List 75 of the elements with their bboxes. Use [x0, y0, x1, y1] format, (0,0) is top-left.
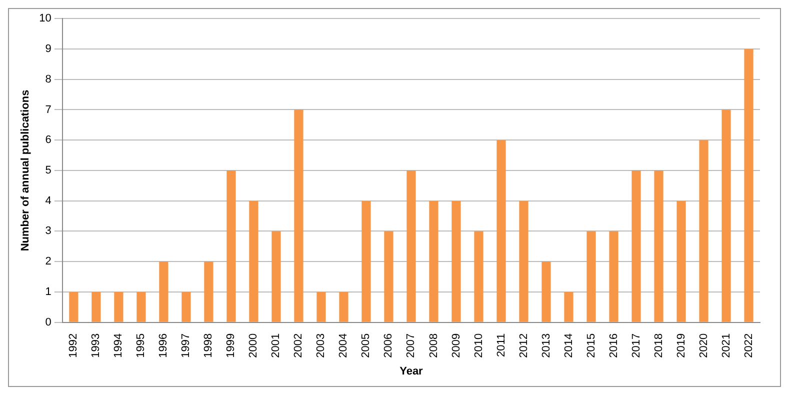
bar	[114, 292, 124, 322]
bar	[249, 200, 258, 322]
bar	[744, 48, 754, 322]
y-tick-label: 6	[45, 134, 52, 146]
bar	[699, 140, 708, 322]
y-axis-title: Number of annual publications	[20, 90, 32, 252]
bar	[452, 200, 461, 322]
bar	[316, 292, 326, 322]
bar	[182, 292, 191, 322]
bar	[496, 140, 506, 322]
x-tick-label: 2011	[495, 333, 508, 357]
x-tick-label: 2007	[405, 333, 418, 358]
x-tick-label: 2010	[472, 333, 485, 358]
x-tick-label: 2019	[675, 333, 688, 358]
bar	[609, 231, 618, 322]
x-tick-label: 1992	[68, 333, 80, 358]
bar	[362, 200, 371, 322]
bar	[722, 110, 731, 322]
x-tick-label: 1997	[180, 333, 192, 358]
x-tick-label: 1996	[158, 333, 170, 358]
x-tick-label: 2001	[270, 333, 282, 358]
x-tick-label: 2004	[338, 333, 350, 358]
x-tick-label: 1994	[112, 333, 125, 358]
bar	[339, 292, 348, 322]
bar	[429, 200, 438, 322]
y-tick-label: 0	[45, 316, 52, 328]
bar	[294, 110, 304, 322]
x-tick-label: 2015	[585, 333, 598, 358]
bar	[676, 200, 686, 322]
bar	[136, 292, 146, 322]
bar	[92, 292, 101, 322]
y-tick-label: 3	[45, 225, 52, 238]
bar	[542, 262, 551, 322]
x-axis-title: Year	[400, 365, 424, 378]
x-tick-label: 1999	[225, 333, 238, 358]
x-tick-label: 1995	[135, 333, 148, 358]
x-tick-label: 2017	[630, 333, 642, 358]
y-tick-label: 2	[45, 256, 52, 268]
bar	[384, 231, 394, 322]
x-tick-label: 2012	[518, 333, 530, 358]
x-tick-label: 2008	[428, 333, 440, 358]
x-tick-label: 2005	[360, 333, 372, 358]
y-tick-label: 9	[45, 43, 52, 56]
bar	[406, 170, 416, 322]
y-tick-label: 10	[39, 12, 52, 25]
x-tick-label: 2000	[248, 333, 260, 358]
bar	[586, 231, 596, 322]
x-tick-label: 2020	[698, 333, 710, 358]
x-tick-label: 2018	[652, 333, 665, 358]
bar	[159, 262, 168, 322]
y-tick-label: 8	[45, 73, 52, 86]
x-tick-label: 2022	[742, 333, 755, 358]
x-tick-label: 2016	[608, 333, 620, 358]
x-tick-label: 1998	[202, 333, 215, 358]
bar	[632, 170, 641, 322]
x-tick-label: 2014	[562, 333, 575, 358]
bar	[564, 292, 574, 322]
bar	[272, 231, 281, 322]
bar	[474, 231, 484, 322]
y-tick-label: 4	[45, 194, 52, 207]
x-tick-label: 2021	[720, 333, 732, 358]
y-tick-label: 1	[45, 286, 52, 298]
x-tick-label: 1993	[90, 333, 102, 358]
y-tick-label: 7	[45, 104, 52, 116]
bar	[654, 170, 664, 322]
bar	[204, 262, 214, 322]
bar	[69, 292, 78, 322]
bar	[519, 200, 528, 322]
y-tick-label: 5	[45, 164, 52, 176]
x-tick-label: 2003	[315, 333, 328, 358]
x-tick-label: 2002	[292, 333, 305, 358]
x-tick-label: 2013	[540, 333, 552, 358]
bar	[226, 170, 236, 322]
x-tick-label: 2006	[382, 333, 395, 358]
x-tick-label: 2009	[450, 333, 462, 358]
